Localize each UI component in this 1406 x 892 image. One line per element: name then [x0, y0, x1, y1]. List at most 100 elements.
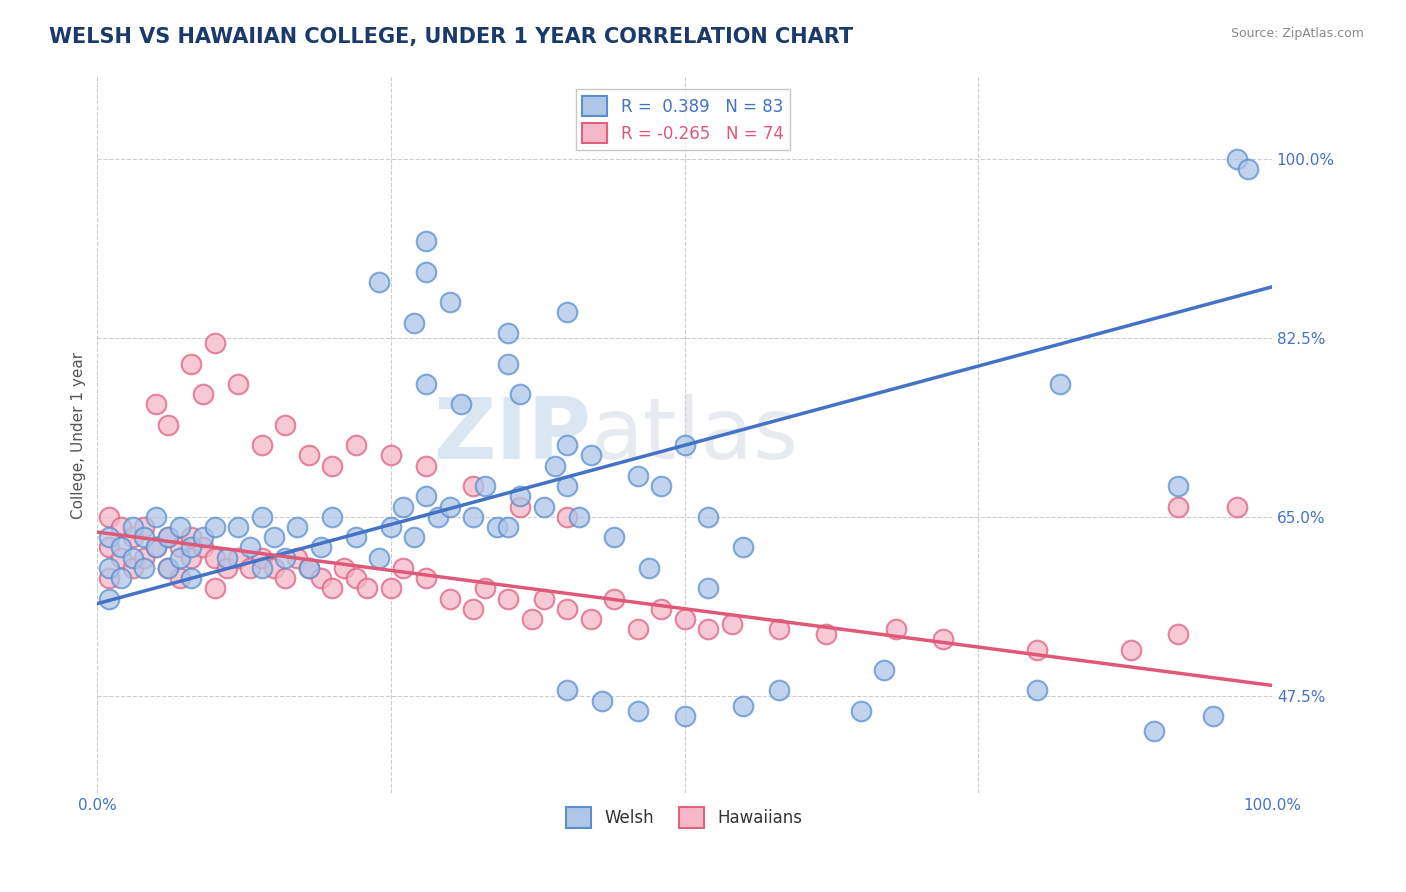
Point — [627, 622, 650, 636]
Point — [932, 632, 955, 647]
Point — [134, 550, 156, 565]
Point — [156, 530, 179, 544]
Point — [768, 683, 790, 698]
Point — [321, 509, 343, 524]
Point — [250, 550, 273, 565]
Point — [250, 509, 273, 524]
Point — [1143, 724, 1166, 739]
Point — [98, 509, 121, 524]
Point — [768, 622, 790, 636]
Point — [145, 509, 167, 524]
Point — [650, 601, 672, 615]
Point — [121, 530, 143, 544]
Point — [98, 561, 121, 575]
Point — [509, 387, 531, 401]
Point — [110, 550, 132, 565]
Point — [145, 541, 167, 555]
Point — [239, 541, 262, 555]
Point — [873, 663, 896, 677]
Point — [463, 509, 485, 524]
Point — [509, 500, 531, 514]
Point — [463, 601, 485, 615]
Point — [650, 479, 672, 493]
Point — [404, 530, 426, 544]
Point — [204, 582, 226, 596]
Point — [298, 449, 321, 463]
Point — [627, 704, 650, 718]
Point — [121, 550, 143, 565]
Point — [110, 571, 132, 585]
Point — [191, 541, 214, 555]
Point — [1167, 500, 1189, 514]
Point — [533, 591, 555, 606]
Point — [533, 500, 555, 514]
Point — [239, 561, 262, 575]
Point — [380, 520, 402, 534]
Point — [226, 520, 249, 534]
Point — [720, 617, 742, 632]
Point — [1026, 683, 1049, 698]
Point — [180, 530, 202, 544]
Point — [180, 357, 202, 371]
Point — [415, 234, 437, 248]
Point — [98, 591, 121, 606]
Point — [215, 561, 238, 575]
Point — [285, 550, 308, 565]
Point — [298, 561, 321, 575]
Point — [498, 520, 520, 534]
Point — [134, 520, 156, 534]
Point — [697, 509, 720, 524]
Point — [274, 550, 297, 565]
Point — [321, 582, 343, 596]
Point — [309, 571, 332, 585]
Point — [697, 622, 720, 636]
Point — [180, 571, 202, 585]
Point — [380, 582, 402, 596]
Point — [169, 550, 191, 565]
Point — [627, 469, 650, 483]
Point — [603, 591, 626, 606]
Point — [1202, 709, 1225, 723]
Point — [579, 612, 602, 626]
Point — [1226, 152, 1249, 166]
Point — [450, 397, 472, 411]
Point — [226, 376, 249, 391]
Point — [156, 530, 179, 544]
Point — [555, 601, 578, 615]
Point — [603, 530, 626, 544]
Text: WELSH VS HAWAIIAN COLLEGE, UNDER 1 YEAR CORRELATION CHART: WELSH VS HAWAIIAN COLLEGE, UNDER 1 YEAR … — [49, 27, 853, 46]
Point — [498, 357, 520, 371]
Point — [591, 694, 613, 708]
Point — [204, 520, 226, 534]
Point — [555, 438, 578, 452]
Point — [391, 500, 413, 514]
Point — [344, 438, 367, 452]
Point — [849, 704, 872, 718]
Point — [733, 541, 755, 555]
Point — [250, 561, 273, 575]
Point — [98, 571, 121, 585]
Text: ZIP: ZIP — [433, 393, 591, 476]
Point — [415, 458, 437, 473]
Point — [263, 530, 285, 544]
Point — [98, 541, 121, 555]
Point — [555, 305, 578, 319]
Point — [110, 541, 132, 555]
Point — [498, 591, 520, 606]
Point — [368, 275, 391, 289]
Point — [169, 520, 191, 534]
Point — [121, 520, 143, 534]
Point — [415, 571, 437, 585]
Point — [1237, 162, 1260, 177]
Point — [191, 387, 214, 401]
Point — [733, 698, 755, 713]
Point — [568, 509, 591, 524]
Point — [427, 509, 450, 524]
Point — [121, 561, 143, 575]
Point — [156, 561, 179, 575]
Point — [638, 561, 661, 575]
Point — [555, 479, 578, 493]
Point — [226, 550, 249, 565]
Point — [145, 541, 167, 555]
Point — [274, 571, 297, 585]
